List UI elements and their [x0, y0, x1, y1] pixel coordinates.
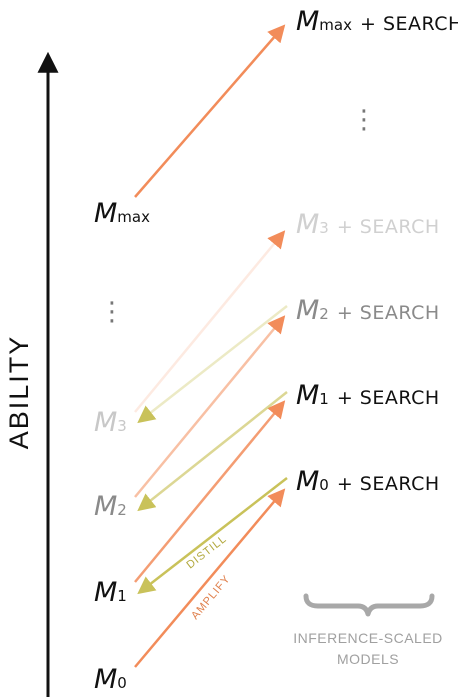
brace-caption-line2: MODELS: [337, 651, 399, 667]
amplify-arrow-m3: [134, 230, 286, 413]
scaled-label-mmax: Mmax + SEARCH: [296, 6, 458, 37]
amplify-arrow-label: AMPLIFY: [189, 573, 233, 622]
model-label-m0: M0: [94, 664, 127, 695]
amplify-arrow-m2: [134, 315, 286, 498]
ability-axis-label: ABILITY: [4, 335, 34, 450]
distill-arrow-m3: [137, 305, 288, 424]
model-label-mmax: Mmax: [94, 198, 150, 229]
model-label-m2: M2: [94, 491, 127, 522]
scaled-vertical-ellipsis: ⋮: [351, 104, 377, 134]
scaled-label-m2: M2 + SEARCH: [296, 295, 440, 326]
scaled-label-m1: M1 + SEARCH: [296, 380, 440, 411]
scaled-label-m3: M3 + SEARCH: [296, 209, 440, 240]
amplify-arrow-m1: [134, 400, 286, 583]
amplify-arrow-mmax: [134, 24, 286, 198]
model-label-m3: M3: [94, 407, 127, 438]
brace-caption-line1: INFERENCE-SCALED: [293, 630, 443, 646]
model-vertical-ellipsis: ⋮: [99, 296, 125, 326]
scaled-label-m0: M0 + SEARCH: [296, 466, 440, 497]
distill-arrow-m2: [137, 391, 288, 512]
amplify-arrow-m0: [134, 488, 286, 668]
model-label-m1: M1: [94, 577, 127, 608]
inference-scaled-brace-icon: [303, 593, 435, 617]
distill-arrow-m1: [137, 477, 288, 595]
